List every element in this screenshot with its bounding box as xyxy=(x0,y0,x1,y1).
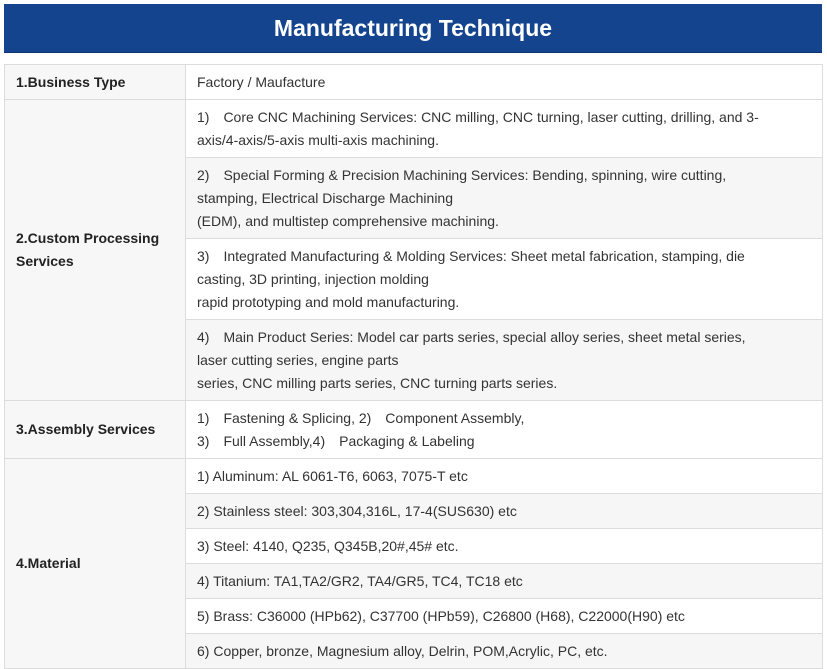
table-row-material: 4) Titanium: TA1,TA2/GR2, TA4/GR5, TC4, … xyxy=(5,563,823,599)
list-item-cnc-machining: 1) Core CNC Machining Services: CNC mill… xyxy=(185,99,823,158)
list-item-line: 3) Integrated Manufacturing & Molding Se… xyxy=(197,247,745,264)
list-item-line: axis/4-axis/5-axis multi-axis machining. xyxy=(197,131,439,148)
spec-table: 1.Business Type Factory / Maufacture 2.C… xyxy=(4,64,823,669)
row-label-material: 4.Material xyxy=(4,458,186,669)
table-row-material: 4.Material 1) Aluminum: AL 6061-T6, 6063… xyxy=(4,458,823,669)
row-value-business-type: Factory / Maufacture xyxy=(185,64,823,100)
list-item-line: 1) Fastening & Splicing, 2) Component As… xyxy=(197,409,525,426)
table-row-material: 3) Steel: 4140, Q235, Q345B,20#,45# etc. xyxy=(5,528,823,564)
list-item-line: rapid prototyping and mold manufacturing… xyxy=(197,293,460,310)
list-item-material: 1) Aluminum: AL 6061-T6, 6063, 7075-T et… xyxy=(185,458,823,494)
page-title-banner: Manufacturing Technique xyxy=(4,4,822,53)
table-row-custom-processing: 2.Custom Processing Services 1) Core CNC… xyxy=(4,99,823,401)
list-item-product-series: 4) Main Product Series: Model car parts … xyxy=(185,319,823,401)
row-label-assembly: 3.Assembly Services xyxy=(4,400,186,459)
table-row-custom-processing: 4) Main Product Series: Model car parts … xyxy=(5,319,823,401)
row-label-line: 2.Custom Processing xyxy=(16,230,160,246)
page-title: Manufacturing Technique xyxy=(273,14,553,41)
list-item-line: 3) Full Assembly,4) Packaging & Labeling xyxy=(197,432,475,449)
table-row-assembly: 3.Assembly Services 1) Fastening & Splic… xyxy=(4,400,823,459)
list-item-line: stamping, Electrical Discharge Machining xyxy=(197,189,453,206)
list-item-line: laser cutting series, engine parts xyxy=(197,351,399,368)
list-item-material: 3) Steel: 4140, Q235, Q345B,20#,45# etc. xyxy=(185,528,823,564)
list-item-line: 1) Core CNC Machining Services: CNC mill… xyxy=(197,108,759,125)
list-item-line: 4) Main Product Series: Model car parts … xyxy=(197,328,746,345)
list-item-line: (EDM), and multistep comprehensive machi… xyxy=(197,212,499,229)
table-row-custom-processing: 3) Integrated Manufacturing & Molding Se… xyxy=(5,238,823,320)
list-item-material: 6) Copper, bronze, Magnesium alloy, Delr… xyxy=(185,633,823,669)
list-item-integrated-manufacturing: 3) Integrated Manufacturing & Molding Se… xyxy=(185,238,823,320)
table-row-material: 5) Brass: C36000 (HPb62), C37700 (HPb59)… xyxy=(5,598,823,634)
list-item-line: series, CNC milling parts series, CNC tu… xyxy=(197,374,558,391)
row-value-assembly: 1) Fastening & Splicing, 2) Component As… xyxy=(185,400,823,459)
list-item-line: 2) Special Forming & Precision Machining… xyxy=(197,166,727,183)
list-item-material: 4) Titanium: TA1,TA2/GR2, TA4/GR5, TC4, … xyxy=(185,563,823,599)
list-item-line: casting, 3D printing, injection molding xyxy=(197,270,429,287)
table-row-custom-processing: 2) Special Forming & Precision Machining… xyxy=(5,157,823,239)
list-item-material: 2) Stainless steel: 303,304,316L, 17-4(S… xyxy=(185,493,823,529)
row-label-custom-processing: 2.Custom Processing Services xyxy=(4,99,186,401)
row-label-business-type: 1.Business Type xyxy=(4,64,186,100)
list-item-special-forming: 2) Special Forming & Precision Machining… xyxy=(185,157,823,239)
list-item-material: 5) Brass: C36000 (HPb62), C37700 (HPb59)… xyxy=(185,598,823,634)
table-row-business-type: 1.Business Type Factory / Maufacture xyxy=(4,64,823,100)
row-label-line: Services xyxy=(16,253,74,269)
